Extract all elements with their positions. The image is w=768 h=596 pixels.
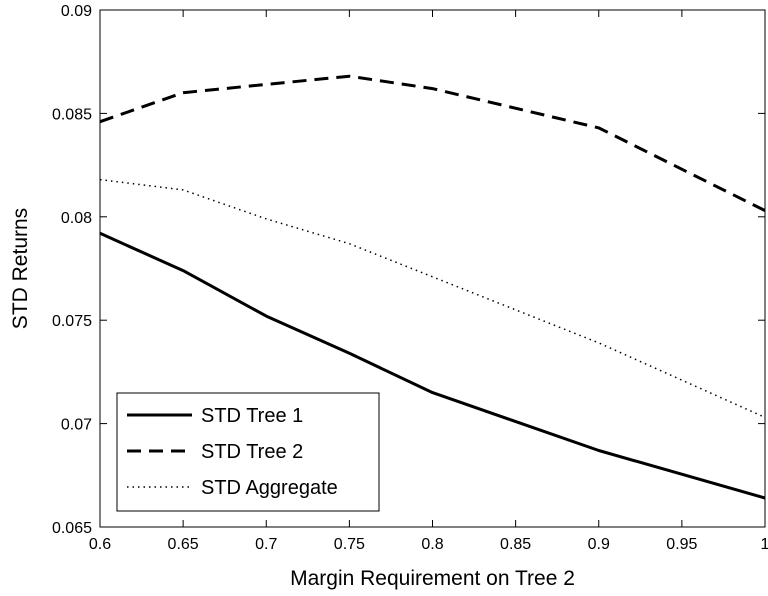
legend-label-1: STD Tree 1	[201, 405, 303, 427]
axis-ticks: 0.6 0.65 0.7 0.75 0.8 0.85 0.9 0.95 1 0.065 0.07 0.…	[52, 3, 768, 553]
legend-label-2: STD Tree 2	[201, 441, 303, 463]
y-tick-label: 0.065	[52, 520, 92, 537]
legend: STD Tree 1 STD Tree 2 STD Aggregate	[116, 392, 380, 512]
y-tick-label: 0.075	[52, 313, 92, 330]
x-tick-label: 0.75	[334, 536, 365, 553]
x-tick-label: 0.85	[500, 536, 531, 553]
y-axis-title: STD Returns	[9, 208, 32, 329]
series-line-1	[99, 231, 766, 500]
x-tick-label: 0.65	[168, 536, 199, 553]
series-line-2	[99, 74, 766, 212]
y-tick-label: 0.07	[61, 417, 92, 434]
y-tick-label: 0.09	[61, 3, 92, 20]
x-axis-title: Margin Requirement on Tree 2	[290, 567, 575, 590]
x-tick-label: 0.9	[588, 536, 610, 553]
y-tick-label: 0.08	[61, 210, 92, 227]
series-line-3	[99, 178, 766, 419]
y-tick-label: 0.085	[52, 106, 92, 123]
x-tick-label: 0.95	[666, 536, 697, 553]
x-tick-label: 0.8	[421, 536, 443, 553]
x-tick-label: 1	[761, 536, 768, 553]
x-tick-label: 0.6	[89, 536, 111, 553]
x-tick-label: 0.7	[255, 536, 277, 553]
legend-label-3: STD Aggregate	[201, 477, 338, 499]
series-lines	[99, 74, 766, 500]
